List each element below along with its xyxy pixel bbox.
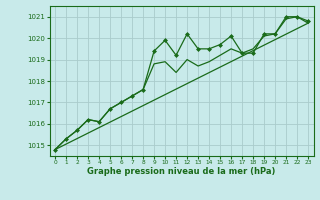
- X-axis label: Graphe pression niveau de la mer (hPa): Graphe pression niveau de la mer (hPa): [87, 167, 276, 176]
